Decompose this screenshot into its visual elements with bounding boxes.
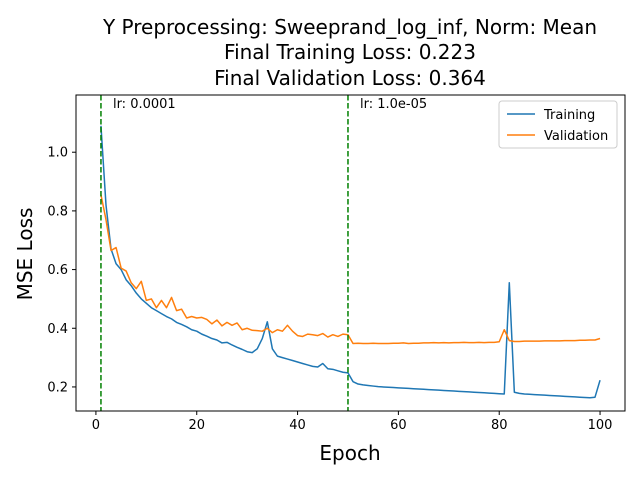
x-tick-label: 80 — [491, 418, 508, 433]
y-tick-label: 0.6 — [47, 263, 68, 278]
y-tick-label: 1.0 — [47, 146, 68, 161]
y-tick-label: 0.4 — [47, 322, 68, 337]
legend-box — [498, 100, 618, 149]
series-line-training — [100, 125, 601, 399]
x-tick-label: 60 — [390, 418, 407, 433]
plot-area: lr: 0.0001 lr: 1.0e-05 0 20 40 60 80 100 0.2 0.4 0… — [47, 94, 626, 433]
lr-annotation-1: lr: 0.0001 — [113, 97, 176, 112]
series-line-validation — [100, 194, 601, 345]
chart-title-line-1: Y Preprocessing: Sweeprand_log_inf, Norm… — [102, 15, 597, 39]
x-tick-label: 0 — [92, 418, 100, 433]
axes-frame — [75, 94, 626, 412]
legend-label-training: Training — [543, 108, 595, 123]
y-tick-label: 0.8 — [47, 204, 68, 219]
y-tick-label: 0.2 — [47, 380, 68, 395]
x-tick-label: 100 — [588, 418, 613, 433]
chart-title-line-3: Final Validation Loss: 0.364 — [214, 66, 486, 90]
lr-annotation-2: lr: 1.0e-05 — [360, 97, 427, 112]
x-axis-label: Epoch — [319, 441, 380, 465]
y-axis-label: MSE Loss — [13, 208, 37, 301]
x-tick-label: 40 — [289, 418, 306, 433]
legend-label-validation: Validation — [544, 129, 608, 144]
chart-title-line-2: Final Training Loss: 0.223 — [224, 40, 476, 64]
x-tick-label: 20 — [188, 418, 205, 433]
